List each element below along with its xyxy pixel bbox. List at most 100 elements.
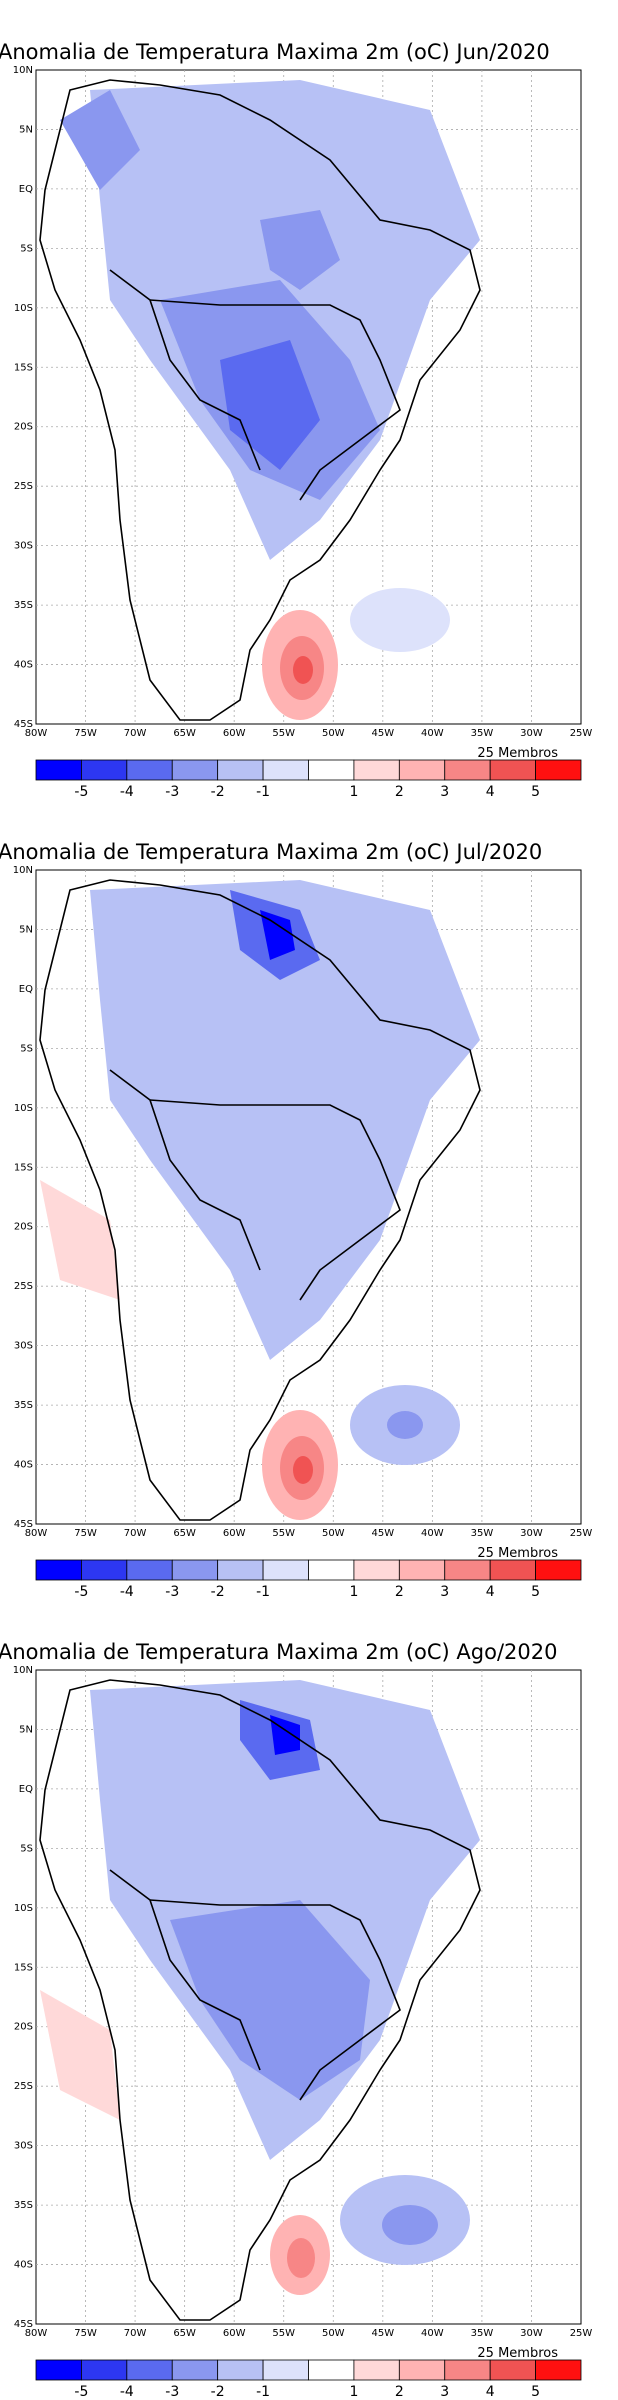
colorbar-swatch — [444, 1559, 491, 1581]
colorbar-tick-label: -4 — [120, 784, 134, 800]
lat-tick-label: 5N — [19, 924, 33, 935]
anomaly-shading — [40, 880, 480, 1520]
lon-tick-label: 50W — [322, 728, 345, 739]
lat-tick-label: 10S — [14, 1903, 33, 1914]
lon-tick-label: 35W — [471, 1528, 494, 1539]
colorbar-tick-label: -2 — [211, 2384, 225, 2400]
colorbar-swatch — [308, 2359, 355, 2381]
colorbar-swatch — [398, 1559, 446, 1581]
panel-title: Anomalia de Temperatura Maxima 2m (oC) J… — [0, 40, 550, 64]
lat-tick-label: 40S — [14, 660, 33, 671]
lon-tick-label: 70W — [124, 1528, 147, 1539]
colorbar-swatch — [217, 2359, 264, 2381]
colorbar-swatch — [535, 759, 582, 781]
colorbar-tick-label: -2 — [211, 1584, 225, 1600]
lon-tick-label: 25W — [570, 728, 593, 739]
colorbar-swatch — [308, 759, 355, 781]
colorbar-tick-label: 3 — [440, 784, 449, 800]
colorbar-tick-label: 3 — [440, 1584, 449, 1600]
lat-tick-label: 5S — [20, 1043, 33, 1054]
lat-tick-label: 15S — [14, 1162, 33, 1173]
lon-tick-label: 55W — [272, 2328, 295, 2339]
colorbar-swatch — [444, 759, 491, 781]
country-borders — [39, 79, 481, 721]
colorbar: -5 -4 -3 -2 -1 1 2 3 4 5 — [35, 1559, 582, 1600]
lon-axis-labels: 80W 75W 70W 65W 60W 55W 50W 45W 40W 35W 30W 25W — [25, 1528, 593, 1539]
lat-tick-label: 20S — [14, 422, 33, 433]
colorbar-swatch — [262, 759, 309, 781]
lat-tick-label: EQ — [19, 1784, 33, 1795]
colorbar-swatch — [398, 2359, 446, 2381]
lat-tick-label: 30S — [14, 2141, 33, 2152]
colorbar-tick-label: -2 — [211, 784, 225, 800]
lat-tick-label: 5S — [20, 243, 33, 254]
colorbar-swatch — [171, 2359, 219, 2381]
lat-tick-label: 35S — [14, 2200, 33, 2211]
colorbar-tick-label: 5 — [531, 784, 540, 800]
lon-tick-label: 40W — [421, 728, 444, 739]
lon-tick-label: 50W — [322, 2328, 345, 2339]
lon-tick-label: 45W — [372, 2328, 395, 2339]
colorbar-tick-label: 5 — [531, 1584, 540, 1600]
lon-tick-label: 75W — [74, 728, 97, 739]
country-borders — [39, 1679, 481, 2321]
lat-tick-label: 25S — [14, 1281, 33, 1292]
lon-tick-label: 75W — [74, 2328, 97, 2339]
lon-tick-label: 65W — [173, 1528, 196, 1539]
colorbar-tick-label: -3 — [165, 2384, 179, 2400]
lon-tick-label: 25W — [570, 2328, 593, 2339]
colorbar-swatch — [171, 759, 219, 781]
lat-tick-label: 5N — [19, 124, 33, 135]
temperature-anomaly-map — [35, 869, 582, 1525]
colorbar-swatch — [489, 2359, 536, 2381]
colorbar-swatch — [308, 1559, 355, 1581]
colorbar-swatch — [535, 2359, 582, 2381]
panel-title: Anomalia de Temperatura Maxima 2m (oC) J… — [0, 840, 542, 864]
lon-tick-label: 45W — [372, 1528, 395, 1539]
panel-title: Anomalia de Temperatura Maxima 2m (oC) A… — [0, 1640, 557, 1664]
lon-tick-label: 65W — [173, 728, 196, 739]
lon-tick-label: 50W — [322, 1528, 345, 1539]
colorbar-swatch — [353, 1559, 400, 1581]
colorbar-tick-label: -1 — [256, 2384, 270, 2400]
colorbar-tick-label: -3 — [165, 1584, 179, 1600]
lon-tick-label: 30W — [520, 1528, 543, 1539]
lon-tick-label: 60W — [223, 728, 246, 739]
colorbar-swatch — [35, 1559, 82, 1581]
lat-tick-label: 30S — [14, 1341, 33, 1352]
colorbar-tick-label: -5 — [74, 1584, 88, 1600]
lat-tick-label: EQ — [19, 984, 33, 995]
colorbar-tick-label: 1 — [349, 1584, 358, 1600]
lon-tick-label: 40W — [421, 1528, 444, 1539]
lat-tick-label: 45S — [14, 1519, 33, 1530]
colorbar-tick-label: -1 — [256, 784, 270, 800]
lon-tick-label: 60W — [223, 1528, 246, 1539]
lon-axis-labels: 80W 75W 70W 65W 60W 55W 50W 45W 40W 35W 30W 25W — [25, 728, 593, 739]
colorbar-tick-label: 1 — [349, 784, 358, 800]
lat-axis-labels: 10N 5N EQ 5S 10S 15S 20S 25S 30S 35S 40S 45S — [13, 865, 33, 1530]
colorbar-tick-label: 3 — [440, 2384, 449, 2400]
colorbar-swatch — [126, 2359, 173, 2381]
colorbar-swatch — [398, 759, 446, 781]
colorbar-tick-label: 2 — [395, 784, 404, 800]
lat-tick-label: 15S — [14, 362, 33, 373]
colorbar-swatch — [81, 1559, 128, 1581]
colorbar-swatch — [262, 1559, 309, 1581]
colorbar-tick-label: 2 — [395, 1584, 404, 1600]
members-label: 25 Membros — [477, 746, 558, 761]
lat-tick-label: 45S — [14, 2319, 33, 2330]
colorbar-tick-label: -4 — [120, 1584, 134, 1600]
lat-tick-label: 10N — [13, 65, 33, 76]
colorbar: -5 -4 -3 -2 -1 1 2 3 4 5 — [35, 2359, 582, 2400]
lat-tick-label: 5N — [19, 1724, 33, 1735]
lon-tick-label: 65W — [173, 2328, 196, 2339]
lon-tick-label: 70W — [124, 728, 147, 739]
colorbar-tick-label: -5 — [74, 784, 88, 800]
lon-tick-label: 80W — [25, 2328, 48, 2339]
lat-tick-label: 5S — [20, 1843, 33, 1854]
panel-jun: Anomalia de Temperatura Maxima 2m (oC) J… — [0, 0, 618, 800]
colorbar-tick-label: -3 — [165, 784, 179, 800]
colorbar-swatch — [444, 2359, 491, 2381]
lat-tick-label: 20S — [14, 1222, 33, 1233]
lon-tick-label: 80W — [25, 728, 48, 739]
